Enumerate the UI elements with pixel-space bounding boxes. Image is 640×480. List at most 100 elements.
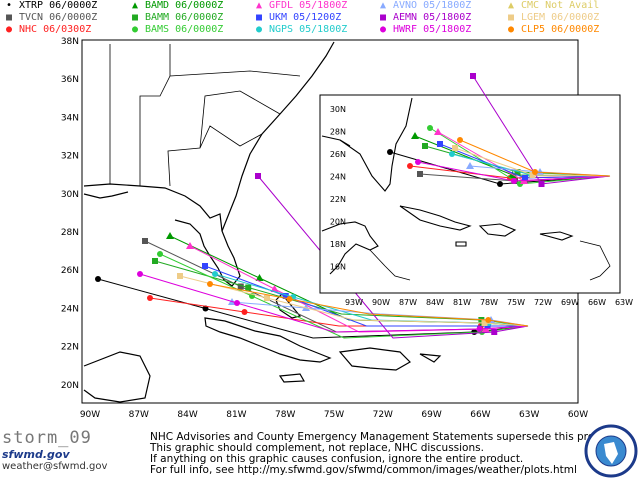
legend-item-tvcn: ■ TVCN 06/0000Z — [2, 12, 97, 24]
axis-tick-label: 66W — [588, 298, 606, 307]
axis-tick-label: 66W — [470, 410, 490, 420]
axis-tick-label: 78W — [480, 298, 498, 307]
model-track-line — [139, 273, 529, 333]
axis-tick-label: 69W — [561, 298, 579, 307]
legend-label: HWRF 05/1800Z — [393, 24, 472, 35]
track-point-marker — [255, 274, 264, 281]
axis-tick-label: 93W — [345, 298, 363, 307]
axis-tick-label: 24N — [61, 304, 79, 314]
legend-marker-icon: • — [5, 0, 13, 11]
track-point-marker — [514, 169, 521, 175]
axis-tick-label: 16N — [330, 263, 346, 272]
track-point-marker — [536, 168, 544, 175]
track-point-marker — [422, 143, 428, 149]
track-point-marker — [387, 149, 393, 155]
track-point-marker — [241, 309, 248, 315]
track-point-marker — [434, 128, 442, 135]
track-point-marker — [282, 293, 289, 299]
axis-tick-label: 69W — [421, 410, 441, 420]
track-point-marker — [157, 251, 163, 257]
legend-item-bams: ● BAMS 06/0000Z — [128, 24, 223, 36]
axis-tick-label: 38N — [61, 37, 79, 47]
legend-marker-icon: ▲ — [507, 0, 515, 11]
axis-tick-label: 22N — [330, 195, 346, 204]
legend-item-bamm: ■ BAMM 06/0000Z — [128, 12, 223, 24]
axis-labels: 38N 36N 34N 32N 30N 28N 26N 24N 22N 20N 90W 87W 84W 8… — [61, 37, 633, 420]
axis-tick-label: 81W — [453, 298, 471, 307]
model-track-line — [417, 161, 611, 182]
axis-tick-label: 30N — [330, 105, 346, 114]
track-point-marker — [437, 141, 443, 147]
track-point-marker — [449, 151, 455, 157]
axis-tick-label: 78W — [275, 410, 295, 420]
district-seal-icon — [584, 424, 638, 478]
track-point-marker — [481, 320, 488, 326]
inset-coastlines — [321, 97, 611, 281]
track-point-marker — [407, 163, 413, 169]
track-point-marker — [234, 300, 240, 306]
track-point-marker — [270, 285, 279, 292]
legend-item-lgem: ■ LGEM 06/0000Z — [504, 12, 599, 24]
axis-tick-label: 30N — [61, 190, 79, 200]
track-point-marker — [484, 323, 491, 329]
disclaimer-line-2: This graphic should complement, not repl… — [150, 442, 484, 454]
axis-tick-label: 81W — [226, 410, 246, 420]
legend-marker-icon: ▲ — [131, 0, 139, 11]
model-tracks-inset — [387, 73, 611, 187]
legend-label: BAMD 06/0000Z — [145, 0, 224, 11]
info-url-line[interactable]: For full info, see http://my.sfwmd.gov/s… — [150, 464, 577, 476]
legend-item-aemn: ■ AEMN 05/1800Z — [376, 12, 471, 24]
disclaimer-line-3: If anything on this graphic causes confu… — [150, 453, 524, 465]
model-track-line — [179, 275, 529, 327]
legend-label: UKM 05/1200Z — [269, 12, 342, 23]
track-point-marker — [264, 295, 270, 301]
axis-tick-label: 20N — [61, 381, 79, 391]
legend-label: AVNO 05/1800Z — [393, 0, 472, 11]
track-point-marker — [415, 159, 421, 165]
legend-label: TVCN 06/0000Z — [19, 12, 98, 23]
disclaimer-line-1: NHC Advisories and County Emergency Mana… — [150, 431, 621, 443]
track-point-marker — [457, 137, 463, 143]
track-point-marker — [417, 171, 423, 177]
axis-tick-label: 90W — [372, 298, 390, 307]
legend-item-gfdl: ▲ GFDL 05/1800Z — [252, 0, 347, 12]
track-point-marker — [137, 271, 143, 277]
legend-marker-icon: ■ — [131, 12, 139, 23]
track-point-marker — [427, 125, 433, 131]
track-point-marker — [466, 162, 474, 169]
contact-email: weather@sfwmd.gov — [2, 461, 108, 472]
legend-marker-icon: ● — [255, 24, 263, 35]
axis-tick-label: 32N — [61, 152, 79, 162]
model-track-line — [429, 127, 611, 185]
legend-label: CMC Not Avail — [521, 0, 600, 11]
axis-tick-label: 63W — [615, 298, 633, 307]
axis-tick-label: 72W — [373, 410, 393, 420]
axis-tick-label: 84W — [177, 410, 197, 420]
track-point-marker — [411, 132, 419, 139]
legend-item-nhc: ● NHC 06/0300Z — [2, 24, 91, 36]
axis-tick-label: 28N — [61, 228, 79, 238]
axis-tick-label: 72W — [534, 298, 552, 307]
track-point-marker — [212, 271, 218, 277]
axis-tick-label: 34N — [61, 113, 79, 123]
legend-marker-icon: ■ — [5, 12, 13, 23]
legend-item-bamd: ▲ BAMD 06/0000Z — [128, 0, 223, 12]
track-point-marker — [452, 145, 458, 151]
legend-label: NGPS 05/1800Z — [269, 24, 348, 35]
legend-item-clp5: ● CLP5 06/0000Z — [504, 24, 599, 36]
legend-marker-icon: ■ — [255, 12, 263, 23]
axis-tick-label: 20N — [330, 218, 346, 227]
legend-marker-icon: ● — [131, 24, 139, 35]
legend-marker-icon: ▲ — [255, 0, 263, 11]
legend-marker-icon: ● — [379, 24, 387, 35]
track-point-marker — [470, 73, 476, 79]
axis-tick-label: 87W — [129, 410, 149, 420]
axis-tick-label: 75W — [507, 298, 525, 307]
legend-marker-icon: ■ — [507, 12, 515, 23]
axis-tick-label: 84W — [426, 298, 444, 307]
axis-tick-label: 87W — [399, 298, 417, 307]
track-point-marker — [166, 232, 174, 239]
axis-tick-label: 24N — [330, 173, 346, 182]
axis-tick-label: 28N — [330, 128, 346, 137]
axis-tick-label: 18N — [330, 240, 346, 249]
